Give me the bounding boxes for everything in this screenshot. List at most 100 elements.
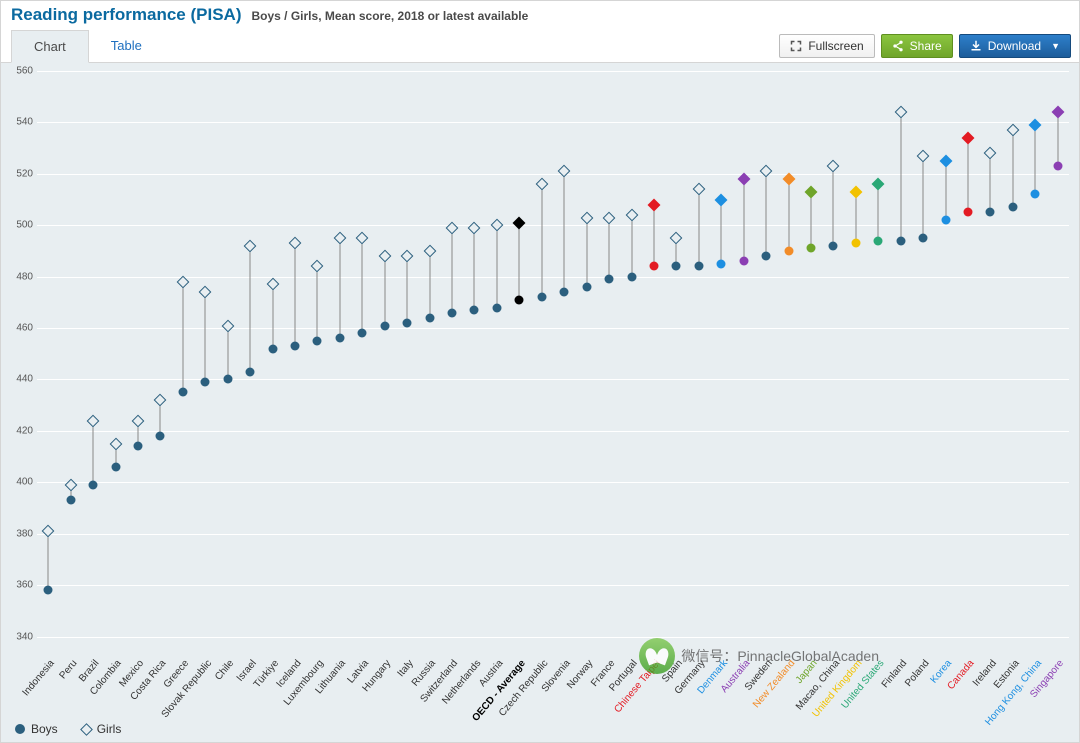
boys-point[interactable] xyxy=(492,303,501,312)
girls-point[interactable] xyxy=(42,525,55,538)
girls-point[interactable] xyxy=(266,278,279,291)
boys-point[interactable] xyxy=(470,306,479,315)
boys-point[interactable] xyxy=(717,259,726,268)
girls-point[interactable] xyxy=(603,211,616,224)
boys-point[interactable] xyxy=(268,344,277,353)
boys-point[interactable] xyxy=(1008,203,1017,212)
boys-point[interactable] xyxy=(672,262,681,271)
boys-point[interactable] xyxy=(1053,162,1062,171)
girls-point[interactable] xyxy=(962,131,975,144)
boys-point[interactable] xyxy=(246,367,255,376)
boys-point[interactable] xyxy=(941,216,950,225)
girls-point[interactable] xyxy=(805,185,818,198)
boys-point[interactable] xyxy=(851,239,860,248)
boys-point[interactable] xyxy=(537,293,546,302)
grid-line xyxy=(37,482,1069,483)
share-button[interactable]: Share xyxy=(881,34,953,58)
girls-point[interactable] xyxy=(154,394,167,407)
girls-point[interactable] xyxy=(692,183,705,196)
girls-point[interactable] xyxy=(535,178,548,191)
boys-point[interactable] xyxy=(133,442,142,451)
girls-point[interactable] xyxy=(648,198,661,211)
boys-point[interactable] xyxy=(582,282,591,291)
boys-point[interactable] xyxy=(1031,190,1040,199)
boys-point[interactable] xyxy=(66,496,75,505)
girls-point[interactable] xyxy=(356,232,369,245)
boys-point[interactable] xyxy=(964,208,973,217)
boys-point[interactable] xyxy=(829,241,838,250)
girls-point[interactable] xyxy=(625,209,638,222)
girls-point[interactable] xyxy=(446,221,459,234)
connector xyxy=(452,228,453,313)
boys-point[interactable] xyxy=(89,480,98,489)
girls-point[interactable] xyxy=(87,414,100,427)
boys-point[interactable] xyxy=(425,313,434,322)
boys-point[interactable] xyxy=(739,257,748,266)
girls-point[interactable] xyxy=(1029,119,1042,132)
boys-point[interactable] xyxy=(358,329,367,338)
tab-table[interactable]: Table xyxy=(89,30,164,62)
boys-point[interactable] xyxy=(403,318,412,327)
boys-point[interactable] xyxy=(291,342,300,351)
girls-point[interactable] xyxy=(849,185,862,198)
girls-point[interactable] xyxy=(917,149,930,162)
boys-point[interactable] xyxy=(380,321,389,330)
girls-point[interactable] xyxy=(760,165,773,178)
y-tick-label: 520 xyxy=(7,168,33,179)
girls-point[interactable] xyxy=(872,178,885,191)
boys-point[interactable] xyxy=(874,236,883,245)
download-button[interactable]: Download ▼ xyxy=(959,34,1071,58)
boys-point[interactable] xyxy=(448,308,457,317)
boys-point[interactable] xyxy=(807,244,816,253)
boys-point[interactable] xyxy=(784,246,793,255)
girls-point[interactable] xyxy=(333,232,346,245)
girls-point[interactable] xyxy=(468,221,481,234)
boys-point[interactable] xyxy=(44,586,53,595)
boys-point[interactable] xyxy=(627,272,636,281)
boys-point[interactable] xyxy=(560,288,569,297)
tab-chart[interactable]: Chart xyxy=(11,30,89,63)
girls-point[interactable] xyxy=(670,232,683,245)
boys-point[interactable] xyxy=(605,275,614,284)
girls-point[interactable] xyxy=(491,219,504,232)
girls-point[interactable] xyxy=(984,147,997,160)
girls-point[interactable] xyxy=(378,250,391,263)
girls-point[interactable] xyxy=(894,106,907,119)
girls-point[interactable] xyxy=(109,437,122,450)
boys-point[interactable] xyxy=(986,208,995,217)
boys-point[interactable] xyxy=(156,432,165,441)
boys-point[interactable] xyxy=(515,295,524,304)
girls-point[interactable] xyxy=(401,250,414,263)
girls-point[interactable] xyxy=(244,239,257,252)
girls-point[interactable] xyxy=(199,286,212,299)
girls-point[interactable] xyxy=(221,319,234,332)
boys-point[interactable] xyxy=(201,378,210,387)
girls-point[interactable] xyxy=(289,237,302,250)
boys-point[interactable] xyxy=(896,236,905,245)
connector xyxy=(295,243,296,346)
girls-point[interactable] xyxy=(580,211,593,224)
girls-point[interactable] xyxy=(715,193,728,206)
boys-point[interactable] xyxy=(223,375,232,384)
connector xyxy=(205,292,206,382)
girls-point[interactable] xyxy=(1007,124,1020,137)
fullscreen-button[interactable]: Fullscreen xyxy=(779,34,874,58)
boys-point[interactable] xyxy=(762,252,771,261)
boys-point[interactable] xyxy=(649,262,658,271)
girls-point[interactable] xyxy=(827,160,840,173)
connector xyxy=(384,256,385,325)
boys-point[interactable] xyxy=(919,234,928,243)
girls-point[interactable] xyxy=(132,414,145,427)
girls-point[interactable] xyxy=(64,479,77,492)
boys-point[interactable] xyxy=(178,388,187,397)
boys-point[interactable] xyxy=(313,336,322,345)
girls-point[interactable] xyxy=(558,165,571,178)
girls-point[interactable] xyxy=(1051,106,1064,119)
girls-point[interactable] xyxy=(939,155,952,168)
boys-point[interactable] xyxy=(694,262,703,271)
girls-point[interactable] xyxy=(311,260,324,273)
girls-point[interactable] xyxy=(423,245,436,258)
girls-point[interactable] xyxy=(513,216,526,229)
boys-point[interactable] xyxy=(111,462,120,471)
boys-point[interactable] xyxy=(335,334,344,343)
